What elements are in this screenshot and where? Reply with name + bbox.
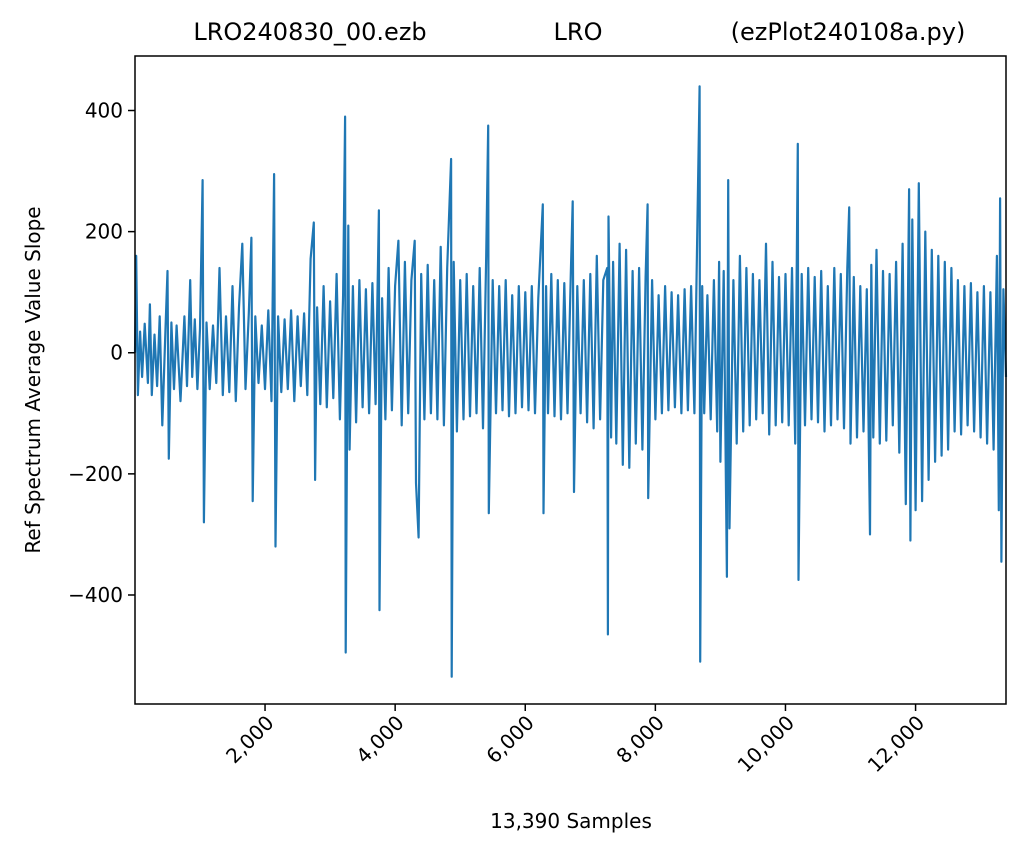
chart-title-left: LRO240830_00.ezb xyxy=(193,18,426,46)
x-tick-label: 8,000 xyxy=(611,711,668,768)
y-tick-label: 400 xyxy=(85,99,123,123)
x-tick-label: 10,000 xyxy=(733,711,799,777)
x-tick-label: 2,000 xyxy=(221,711,278,768)
series-line xyxy=(133,85,1008,678)
plot-frame xyxy=(134,55,1007,705)
x-axis-label: 13,390 Samples xyxy=(490,809,652,833)
y-tick-label: 0 xyxy=(110,341,123,365)
y-axis-label: Ref Spectrum Average Value Slope xyxy=(21,206,45,553)
x-tick-label: 6,000 xyxy=(481,711,538,768)
x-tick-label: 4,000 xyxy=(351,711,408,768)
y-axis-ticks: 400 200 0 −200 −400 xyxy=(68,99,135,607)
y-tick-label: 200 xyxy=(85,220,123,244)
x-tick-label: 12,000 xyxy=(863,711,929,777)
chart-title-center: LRO xyxy=(554,18,603,46)
y-tick-label: −400 xyxy=(68,583,123,607)
x-axis-ticks: 2,000 4,000 6,000 8,000 10,000 12,000 xyxy=(221,704,929,777)
chart-title-right: (ezPlot240108a.py) xyxy=(731,18,966,46)
y-tick-label: −200 xyxy=(68,462,123,486)
